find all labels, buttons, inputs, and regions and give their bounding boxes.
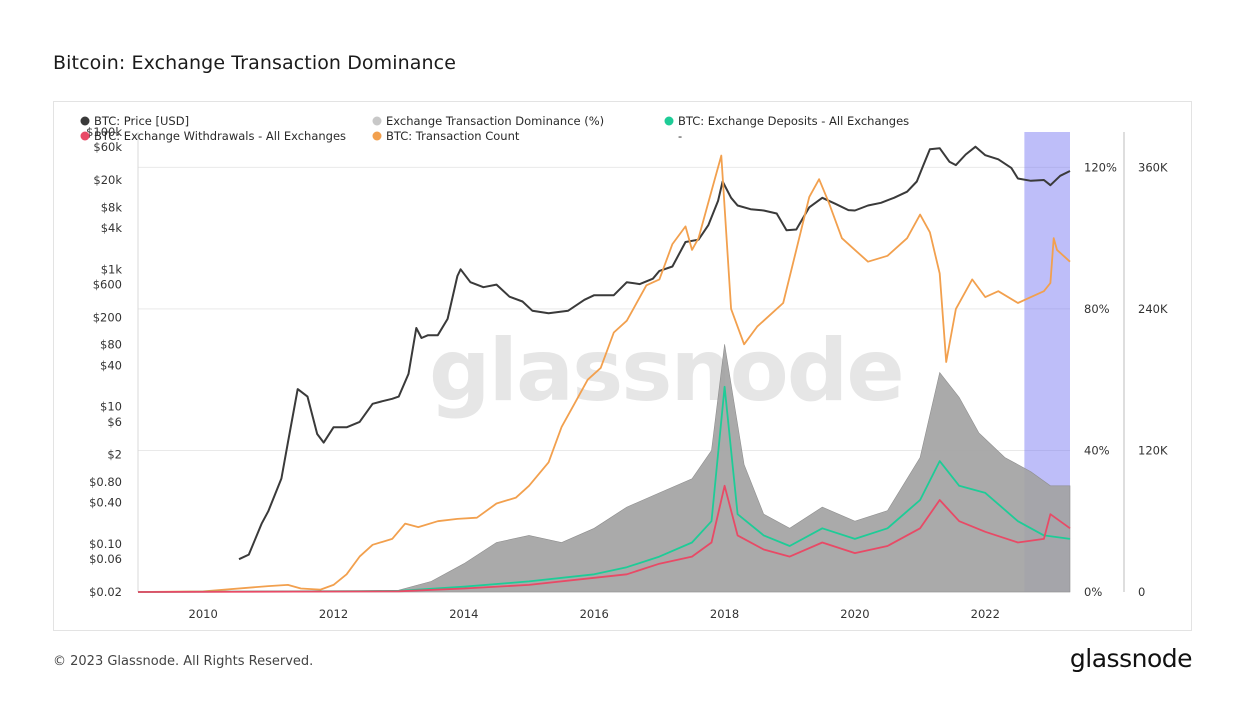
- legend-label: Exchange Transaction Dominance (%): [386, 114, 604, 128]
- price-axis-tick: $10: [100, 400, 122, 414]
- count-axis-tick: 120K: [1138, 443, 1168, 457]
- count-axis-tick: 0: [1138, 585, 1145, 599]
- legend-label: BTC: Transaction Count: [386, 129, 520, 143]
- legend-label: BTC: Exchange Withdrawals - All Exchange…: [94, 129, 346, 143]
- price-axis-tick: $0.02: [89, 585, 122, 599]
- legend-item[interactable]: -: [678, 129, 682, 143]
- price-axis-tick: $60k: [93, 140, 122, 154]
- price-axis-tick: $100k: [86, 125, 122, 139]
- price-axis-tick: $4k: [101, 221, 123, 235]
- x-axis-tick: 2010: [189, 607, 218, 621]
- price-axis-tick: $0.40: [89, 496, 122, 510]
- series-line-btc-exchange-withdrawals-all-exchanges: [137, 484, 1071, 593]
- price-axis-tick: $0.80: [89, 475, 122, 489]
- footer-copyright: © 2023 Glassnode. All Rights Reserved.: [53, 654, 314, 669]
- price-axis-tick: $80: [100, 338, 122, 352]
- price-axis-tick: $0.10: [89, 537, 122, 551]
- legend-swatch: [372, 116, 382, 126]
- legend-item[interactable]: BTC: Transaction Count: [372, 129, 520, 143]
- dominance-axis-tick: 120%: [1084, 160, 1117, 174]
- chart: glassnode $100k$60k$20k$8k$4k$1k$600$200…: [80, 114, 1168, 621]
- series-line-btc-price-usd: [238, 145, 1071, 561]
- line-layer: [137, 145, 1071, 593]
- x-axis-tick: 2014: [449, 607, 478, 621]
- legend-swatch: [664, 116, 674, 126]
- series-line-btc-transaction-count: [137, 154, 1071, 593]
- count-axis-tick: 360K: [1138, 160, 1168, 174]
- legend-swatch: [372, 131, 382, 141]
- price-axis-tick: $40: [100, 358, 122, 372]
- glassnode-logo[interactable]: glassnode: [1069, 644, 1193, 673]
- legend-label: -: [678, 129, 682, 143]
- count-axis-tick: 240K: [1138, 302, 1168, 316]
- price-axis-tick: $8k: [101, 200, 123, 214]
- price-axis-tick: $20k: [93, 173, 122, 187]
- axis-layer: $100k$60k$20k$8k$4k$1k$600$200$80$40$10$…: [86, 125, 1168, 621]
- page-title: Bitcoin: Exchange Transaction Dominance: [53, 52, 457, 74]
- legend-swatch: [80, 116, 90, 126]
- x-axis-tick: 2020: [840, 607, 869, 621]
- price-axis-tick: $200: [93, 310, 122, 324]
- price-axis-tick: $6: [107, 415, 122, 429]
- price-axis-tick: $600: [93, 278, 122, 292]
- price-axis-tick: $1k: [101, 262, 123, 276]
- chart-frame: glassnode $100k $60k $20k $8k $4k $1k $600 $200…: [53, 101, 1192, 631]
- price-axis-tick: $2: [107, 448, 122, 462]
- dominance-axis-tick: 80%: [1084, 302, 1110, 316]
- legend-item[interactable]: BTC: Exchange Deposits - All Exchanges: [664, 114, 910, 128]
- dominance-axis-tick: 0%: [1084, 585, 1102, 599]
- series-line-btc-exchange-deposits-all-exchanges: [137, 385, 1071, 593]
- legend-item[interactable]: BTC: Exchange Withdrawals - All Exchange…: [80, 129, 347, 143]
- legend-label: BTC: Price [USD]: [94, 114, 189, 128]
- watermark: glassnode: [429, 321, 903, 421]
- area-layer: [138, 344, 1071, 593]
- dominance-axis-tick: 40%: [1084, 443, 1110, 457]
- legend-label: BTC: Exchange Deposits - All Exchanges: [678, 114, 909, 128]
- legend-item[interactable]: BTC: Price [USD]: [80, 114, 190, 128]
- x-axis-tick: 2018: [710, 607, 739, 621]
- x-axis-tick: 2012: [319, 607, 348, 621]
- price-axis-tick: $0.06: [89, 552, 122, 566]
- series-dominance-area: [138, 344, 1071, 593]
- x-axis-tick: 2016: [580, 607, 609, 621]
- legend-swatch: [80, 131, 90, 141]
- x-axis-tick: 2022: [971, 607, 1000, 621]
- legend-item[interactable]: Exchange Transaction Dominance (%): [372, 114, 605, 128]
- legend-layer[interactable]: BTC: Price [USD] Exchange Transaction Dom…: [80, 114, 910, 143]
